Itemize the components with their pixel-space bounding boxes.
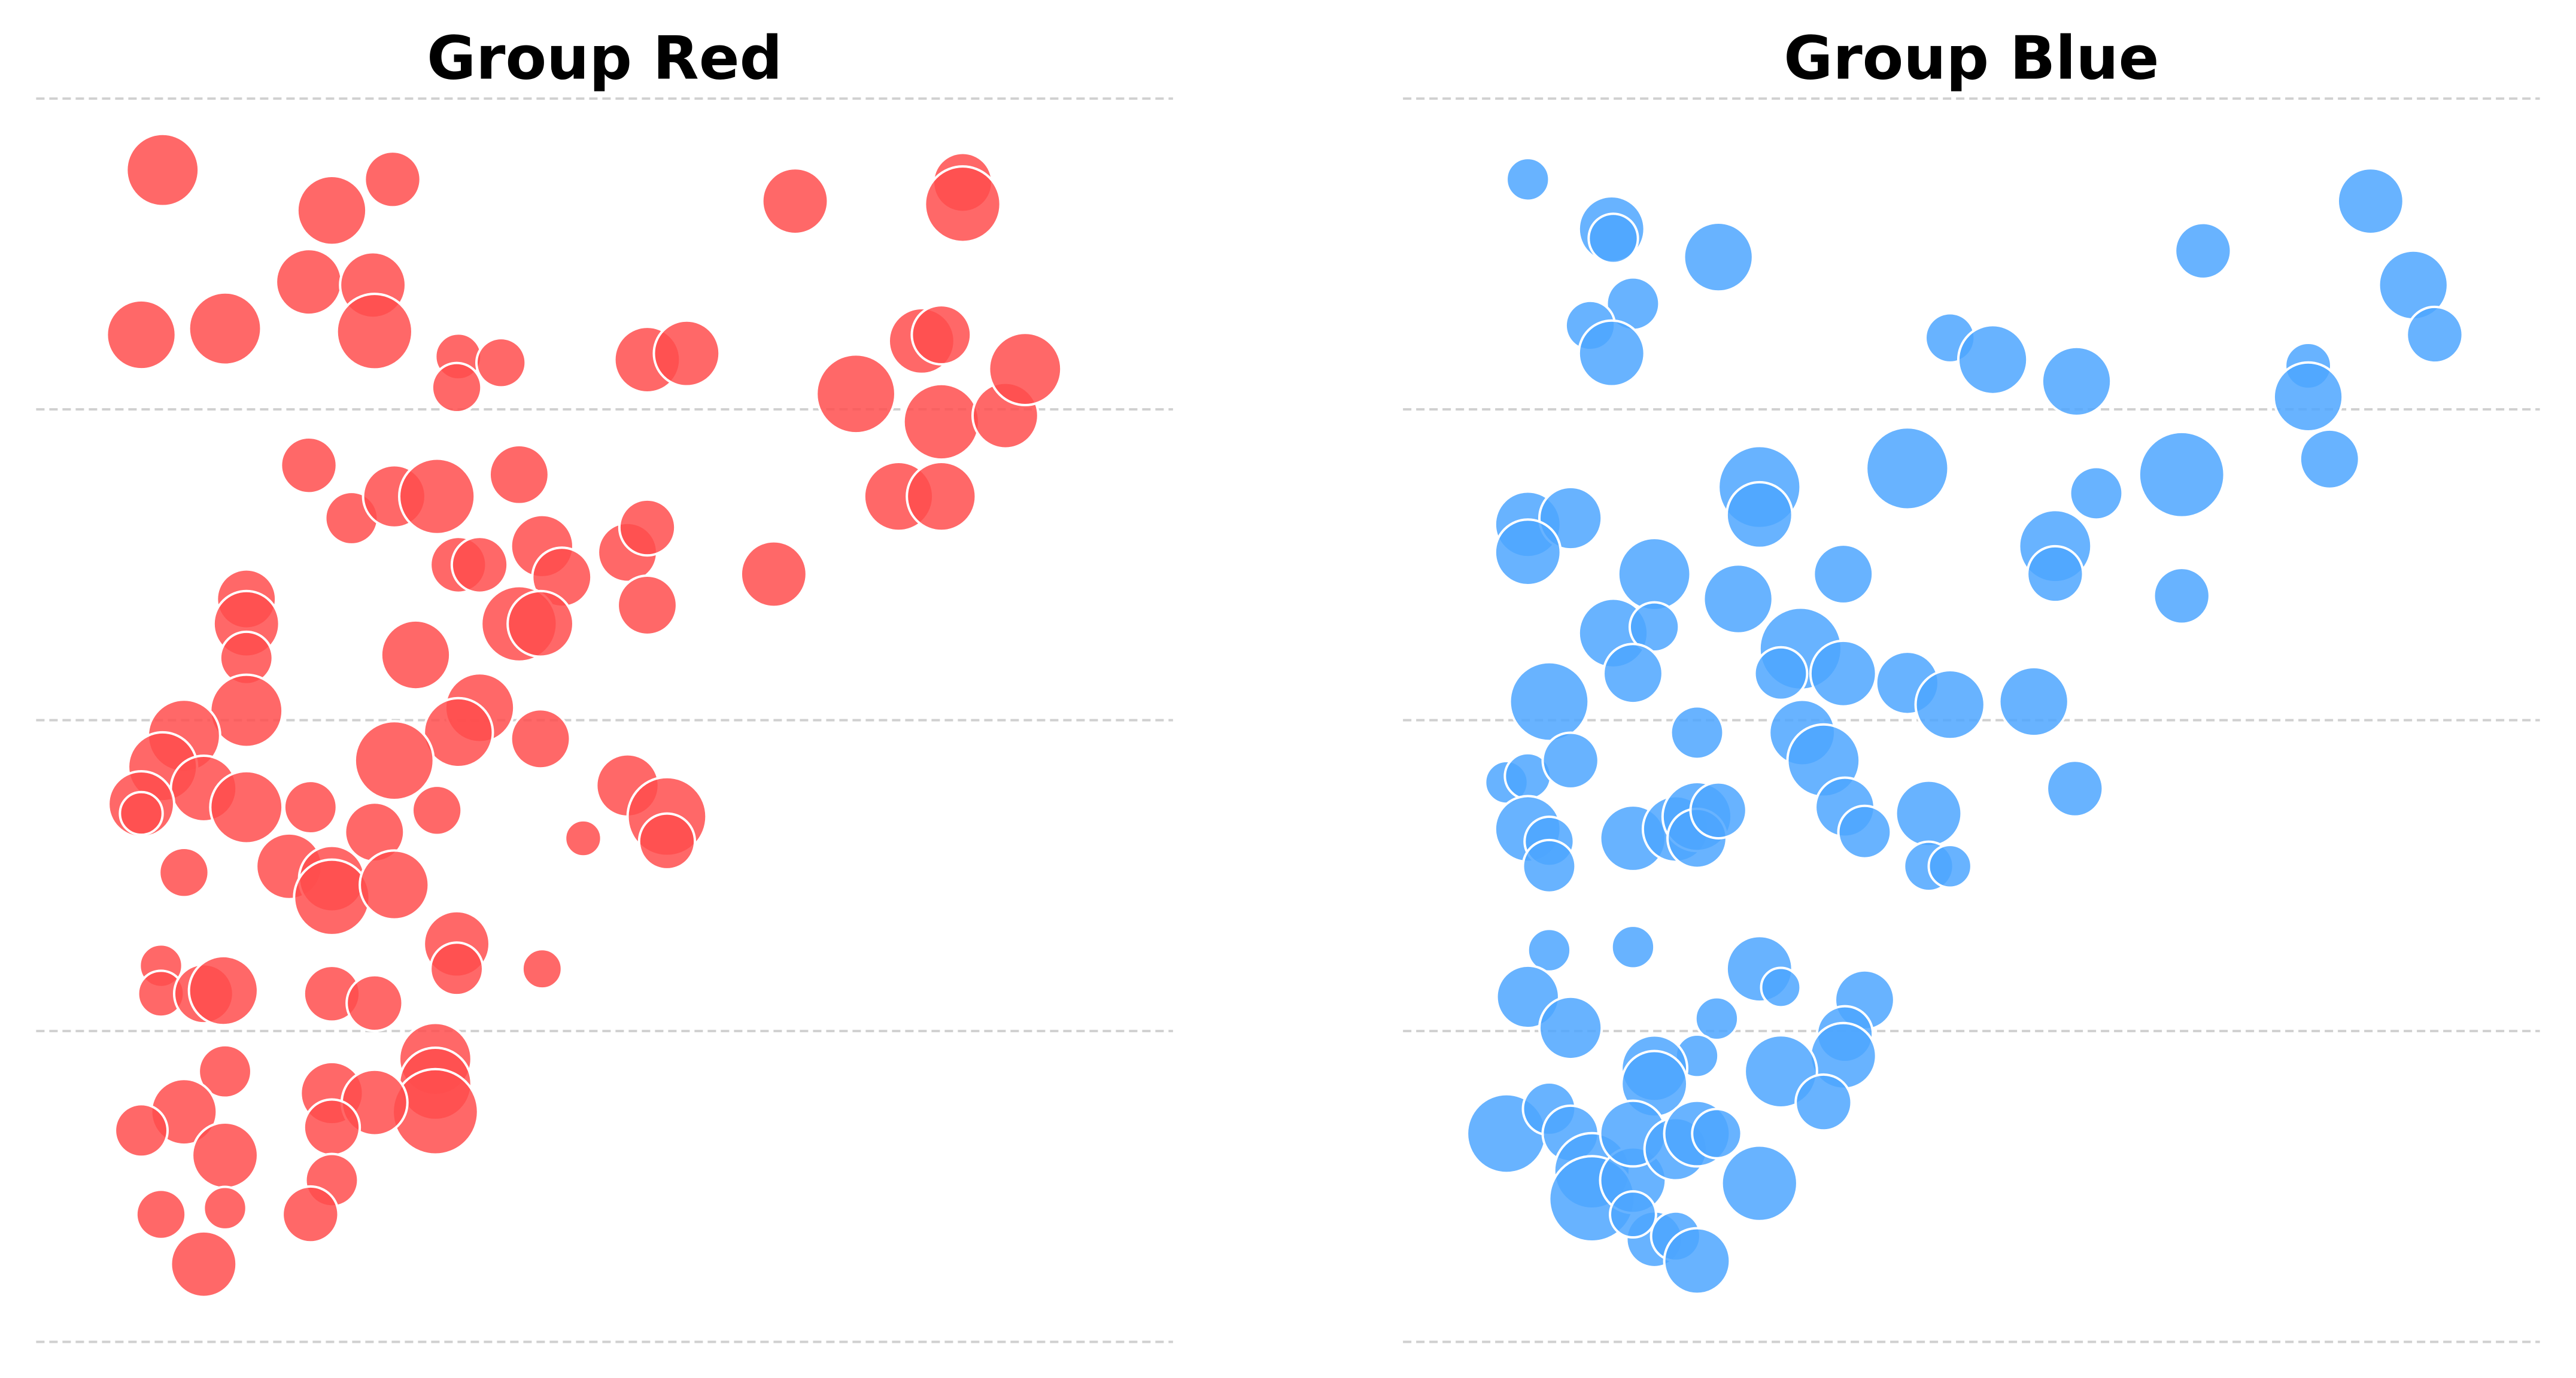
bubble bbox=[282, 780, 338, 835]
bubble bbox=[815, 353, 897, 435]
bubble bbox=[359, 849, 430, 921]
bubble bbox=[158, 847, 210, 899]
bubble bbox=[1760, 966, 1802, 1009]
bubble bbox=[902, 382, 980, 461]
bubble bbox=[1663, 1227, 1731, 1295]
bubble bbox=[1753, 646, 1809, 701]
bubble bbox=[2405, 305, 2464, 364]
bubble bbox=[1702, 563, 1774, 635]
bubble bbox=[430, 361, 483, 413]
bubble bbox=[1927, 844, 1973, 889]
bubble bbox=[506, 589, 575, 658]
bubble bbox=[293, 858, 371, 936]
bubble bbox=[2152, 567, 2211, 625]
bubble bbox=[521, 948, 563, 990]
bubble bbox=[450, 536, 509, 594]
bubble bbox=[296, 175, 368, 247]
bubble bbox=[1691, 1108, 1743, 1160]
bubble bbox=[652, 319, 721, 388]
bubble bbox=[2272, 361, 2344, 433]
bubble bbox=[1609, 1190, 1657, 1239]
bubble bbox=[906, 460, 977, 533]
bubble bbox=[1508, 661, 1590, 743]
bubble bbox=[924, 165, 1002, 244]
bubble bbox=[198, 1044, 253, 1099]
bubble bbox=[488, 443, 550, 506]
bubble bbox=[761, 167, 830, 236]
chart-title: Group Red bbox=[427, 23, 782, 93]
bubble bbox=[1914, 669, 1986, 741]
bubble bbox=[509, 708, 572, 770]
bubble bbox=[2040, 345, 2113, 418]
bubble bbox=[1957, 324, 2029, 396]
bubble bbox=[2046, 759, 2104, 818]
bubble bbox=[910, 304, 973, 366]
bubble bbox=[280, 436, 338, 495]
bubble bbox=[429, 941, 484, 997]
bubble bbox=[2026, 544, 2085, 604]
bubble bbox=[187, 291, 263, 366]
bubble bbox=[475, 337, 527, 389]
bubble bbox=[125, 132, 201, 208]
bubble bbox=[1894, 779, 1963, 848]
bubble bbox=[2068, 466, 2124, 521]
bubble bbox=[1682, 221, 1754, 293]
bubble bbox=[1526, 927, 1572, 973]
bubble bbox=[1809, 639, 1878, 708]
bubble bbox=[1694, 996, 1740, 1042]
bubble bbox=[275, 248, 343, 317]
bubble bbox=[1669, 705, 1725, 761]
bubble bbox=[202, 1185, 248, 1231]
bubble bbox=[739, 540, 808, 609]
bubble bbox=[335, 293, 414, 371]
bubble bbox=[209, 769, 284, 845]
bubble bbox=[1521, 838, 1577, 894]
bubble bbox=[1602, 643, 1664, 705]
chart-title: Group Blue bbox=[1784, 23, 2159, 93]
bubble bbox=[1538, 995, 1603, 1061]
bubble bbox=[423, 696, 494, 769]
bubble bbox=[345, 974, 404, 1033]
bubble bbox=[1794, 1073, 1853, 1132]
bubble bbox=[411, 784, 463, 836]
bubble bbox=[1493, 518, 1562, 587]
bubble bbox=[114, 1103, 169, 1158]
bubble bbox=[1577, 319, 1646, 388]
bubble bbox=[616, 574, 678, 636]
bubble bbox=[2174, 221, 2232, 280]
bubble bbox=[1720, 1144, 1799, 1222]
bubble bbox=[1505, 157, 1551, 202]
bubble bbox=[637, 812, 697, 871]
bubble bbox=[1725, 480, 1794, 549]
bubble bbox=[1610, 924, 1656, 970]
bubble bbox=[169, 1230, 238, 1298]
bubble bbox=[2298, 428, 2361, 490]
bubble bbox=[398, 457, 476, 536]
bubble bbox=[1689, 781, 1748, 839]
bubble bbox=[135, 1188, 187, 1240]
bubble bbox=[119, 790, 164, 836]
bubble bbox=[2336, 167, 2405, 236]
bubble bbox=[379, 619, 452, 691]
bubble bbox=[1541, 731, 1600, 790]
bubble bbox=[2137, 430, 2226, 519]
bubble bbox=[363, 150, 422, 209]
bubble bbox=[353, 720, 435, 802]
bubble bbox=[1617, 537, 1692, 612]
bubble bbox=[1998, 665, 2070, 738]
bubble bbox=[105, 299, 177, 371]
bubble bbox=[1812, 543, 1875, 605]
bubble bbox=[191, 1121, 259, 1190]
bubble bbox=[1587, 212, 1639, 264]
bubble bbox=[1865, 426, 1950, 511]
bubble bbox=[988, 331, 1063, 407]
bubble bbox=[281, 1185, 340, 1244]
bubble bbox=[187, 954, 259, 1027]
bubble bbox=[302, 1098, 362, 1157]
bubble bbox=[618, 498, 677, 557]
bubble bbox=[564, 819, 603, 858]
bubble bbox=[1837, 804, 1892, 860]
